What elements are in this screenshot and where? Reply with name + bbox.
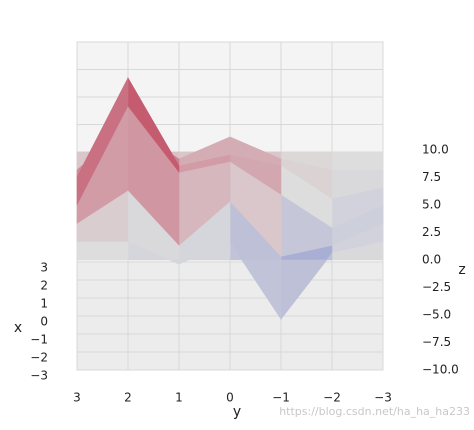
z-tick-label: −7.5 [422, 335, 451, 349]
x-tick-label: 1 [40, 297, 48, 311]
y-tick-label: 0 [226, 391, 234, 405]
z-tick-label: 7.5 [422, 170, 441, 184]
x-tick-label: −2 [30, 351, 48, 365]
y-tick-label: 1 [175, 391, 183, 405]
y-axis-label: y [233, 404, 241, 420]
z-tick-label: 5.0 [422, 198, 441, 212]
y-tick-label: −2 [323, 391, 341, 405]
x-axis-label: x [14, 320, 22, 336]
y-tick-label: −3 [374, 391, 392, 405]
x-tick-label: 3 [40, 261, 48, 275]
z-tick-label: 10.0 [422, 143, 449, 157]
z-axis-label: z [458, 262, 465, 278]
tick-labels: −3 −2 −1 0 1 2 3 −10.0 −7.5 −5.0 −2.5 0.0 2.5 5.0 7.5 1… [30, 143, 458, 405]
surface [76, 76, 384, 320]
z-tick-label: −5.0 [422, 308, 451, 322]
z-tick-label: 2.5 [422, 225, 441, 239]
x-tick-label: −3 [30, 369, 48, 383]
y-tick-label: 2 [124, 391, 132, 405]
watermark: https://blog.csdn.net/ha_ha_ha233 [279, 405, 470, 418]
z-tick-label: 0.0 [422, 253, 441, 267]
y-tick-label: −1 [272, 391, 290, 405]
surface-patch [331, 151, 384, 171]
z-tick-label: −2.5 [422, 280, 451, 294]
surface-patch [76, 241, 129, 261]
x-tick-label: 2 [40, 279, 48, 293]
z-tick-label: −10.0 [422, 363, 459, 377]
x-tick-label: −1 [30, 333, 48, 347]
y-tick-label: 3 [73, 391, 81, 405]
x-tick-label: 0 [40, 315, 48, 329]
